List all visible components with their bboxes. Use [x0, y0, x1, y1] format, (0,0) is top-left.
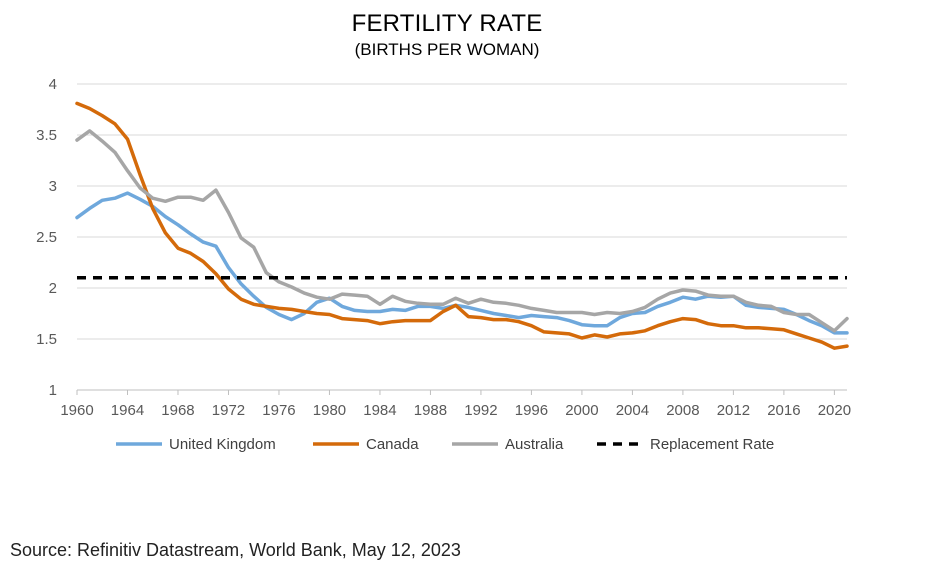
series-line-canada	[75, 101, 849, 350]
x-tick-label: 2004	[616, 402, 649, 419]
series-line-australia	[75, 129, 849, 333]
legend-label: Replacement Rate	[650, 436, 774, 453]
legend-label: United Kingdom	[169, 436, 276, 453]
x-tick-label: 1976	[262, 402, 295, 419]
x-tick-label: 2012	[717, 402, 750, 419]
x-tick-label: 2016	[767, 402, 800, 419]
x-tick-label: 1988	[414, 402, 447, 419]
x-tick-label: 1972	[212, 402, 245, 419]
legend-item-replacement-rate: Replacement Rate	[597, 436, 774, 453]
x-tick-label: 1984	[363, 402, 396, 419]
y-tick-label: 2	[49, 280, 57, 297]
legend-item-united-kingdom: United Kingdom	[116, 436, 276, 453]
y-tick-label: 2.5	[36, 229, 57, 246]
source-note: Source: Refinitiv Datastream, World Bank…	[10, 540, 461, 560]
y-tick-label: 3.5	[36, 127, 57, 144]
chart-subtitle: (BIRTHS PER WOMAN)	[354, 40, 540, 59]
legend-item-canada: Canada	[313, 436, 419, 453]
legend-label: Canada	[366, 436, 419, 453]
axis-layer: 1 1.5 2 2.5 3 3.5 4 1960 1964 1968 1972 1976 1980 198…	[36, 76, 851, 419]
chart-title: FERTILITY RATE	[351, 10, 543, 37]
series-layer	[75, 101, 849, 350]
y-tick-label: 1	[49, 382, 57, 399]
x-tick-label: 1968	[161, 402, 194, 419]
x-tick-label: 2020	[818, 402, 851, 419]
x-tick-label: 1980	[313, 402, 346, 419]
x-tick-label: 1992	[464, 402, 497, 419]
y-tick-label: 3	[49, 178, 57, 195]
x-tick-label: 2000	[565, 402, 598, 419]
legend-item-australia: Australia	[452, 436, 564, 453]
y-tick-label: 1.5	[36, 331, 57, 348]
y-tick-label: 4	[49, 76, 57, 93]
x-tick-label: 1996	[515, 402, 548, 419]
x-tick-label: 2008	[666, 402, 699, 419]
x-tick-label: 1964	[111, 402, 144, 419]
legend: United Kingdom Canada Australia Replacement…	[116, 436, 774, 453]
legend-label: Australia	[505, 436, 564, 453]
x-tick-label: 1960	[60, 402, 93, 419]
